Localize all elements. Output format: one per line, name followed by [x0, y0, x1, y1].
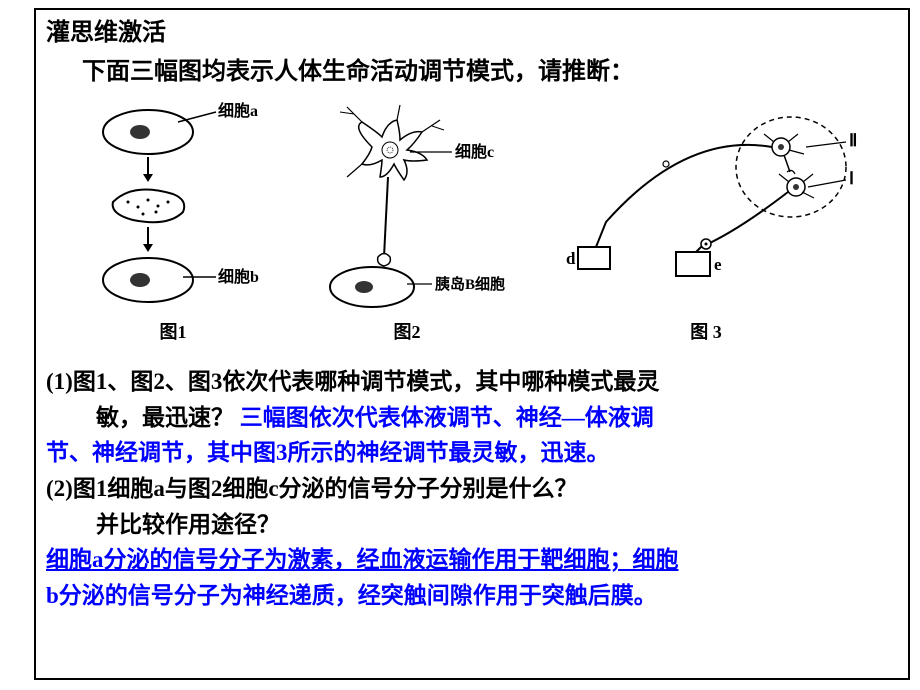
figure-3: Ⅱ Ⅰ d: [546, 102, 866, 344]
a1-part2: 节、神经调节，其中图3所示的神经调节最灵敏，迅速。: [46, 440, 610, 465]
label-target: 胰岛B细胞: [435, 275, 505, 293]
section-title: 灌思维激活: [46, 12, 898, 47]
q2-line2: 并比较作用途径？: [96, 507, 280, 543]
label-d: d: [566, 249, 576, 268]
figure-2-caption: 图2: [292, 318, 522, 344]
prompt-line: 下面三幅图均表示人体生命活动调节模式，请推断：: [82, 51, 898, 86]
figure-2: 细胞c 胰岛B细胞 图2: [292, 102, 522, 344]
label-cell-b: 细胞b: [218, 267, 259, 286]
label-I: Ⅰ: [849, 169, 854, 188]
q1-line1: (1)图1、图2、图3依次代表哪种调节模式，其中哪种模式最灵: [46, 364, 898, 400]
qa-block: (1)图1、图2、图3依次代表哪种调节模式，其中哪种模式最灵 敏，最迅速？ 三幅…: [46, 364, 898, 613]
figure-3-caption: 图 3: [546, 318, 866, 344]
q1-line2: 敏，最迅速？: [96, 405, 234, 430]
figures-row: 细胞a 细胞b: [66, 94, 878, 344]
label-cell-c: 细胞c: [455, 142, 494, 161]
label-II: Ⅱ: [849, 131, 857, 150]
page-frame: 灌思维激活 下面三幅图均表示人体生命活动调节模式，请推断： 细胞a: [34, 8, 910, 680]
label-e: e: [714, 255, 722, 274]
a2-part2: b分泌的信号分子为神经递质，经突触间隙作用于突触后膜。: [46, 583, 657, 608]
figure-3-svg: Ⅱ Ⅰ d: [546, 102, 866, 312]
figure-2-svg: 细胞c 胰岛B细胞: [292, 102, 522, 312]
figure-1-svg: 细胞a 细胞b: [78, 102, 268, 312]
a1-part1: 三幅图依次代表体液调节、神经—体液调: [240, 405, 654, 430]
a2-part1: 细胞a分泌的信号分子为激素，经血液运输作用于靶细胞；细胞: [46, 547, 679, 572]
label-cell-a: 细胞a: [218, 102, 258, 120]
figure-1: 细胞a 细胞b: [78, 102, 268, 344]
q2-line1: (2)图1细胞a与图2细胞c分泌的信号分子分别是什么？: [46, 476, 578, 501]
figure-1-caption: 图1: [78, 318, 268, 344]
